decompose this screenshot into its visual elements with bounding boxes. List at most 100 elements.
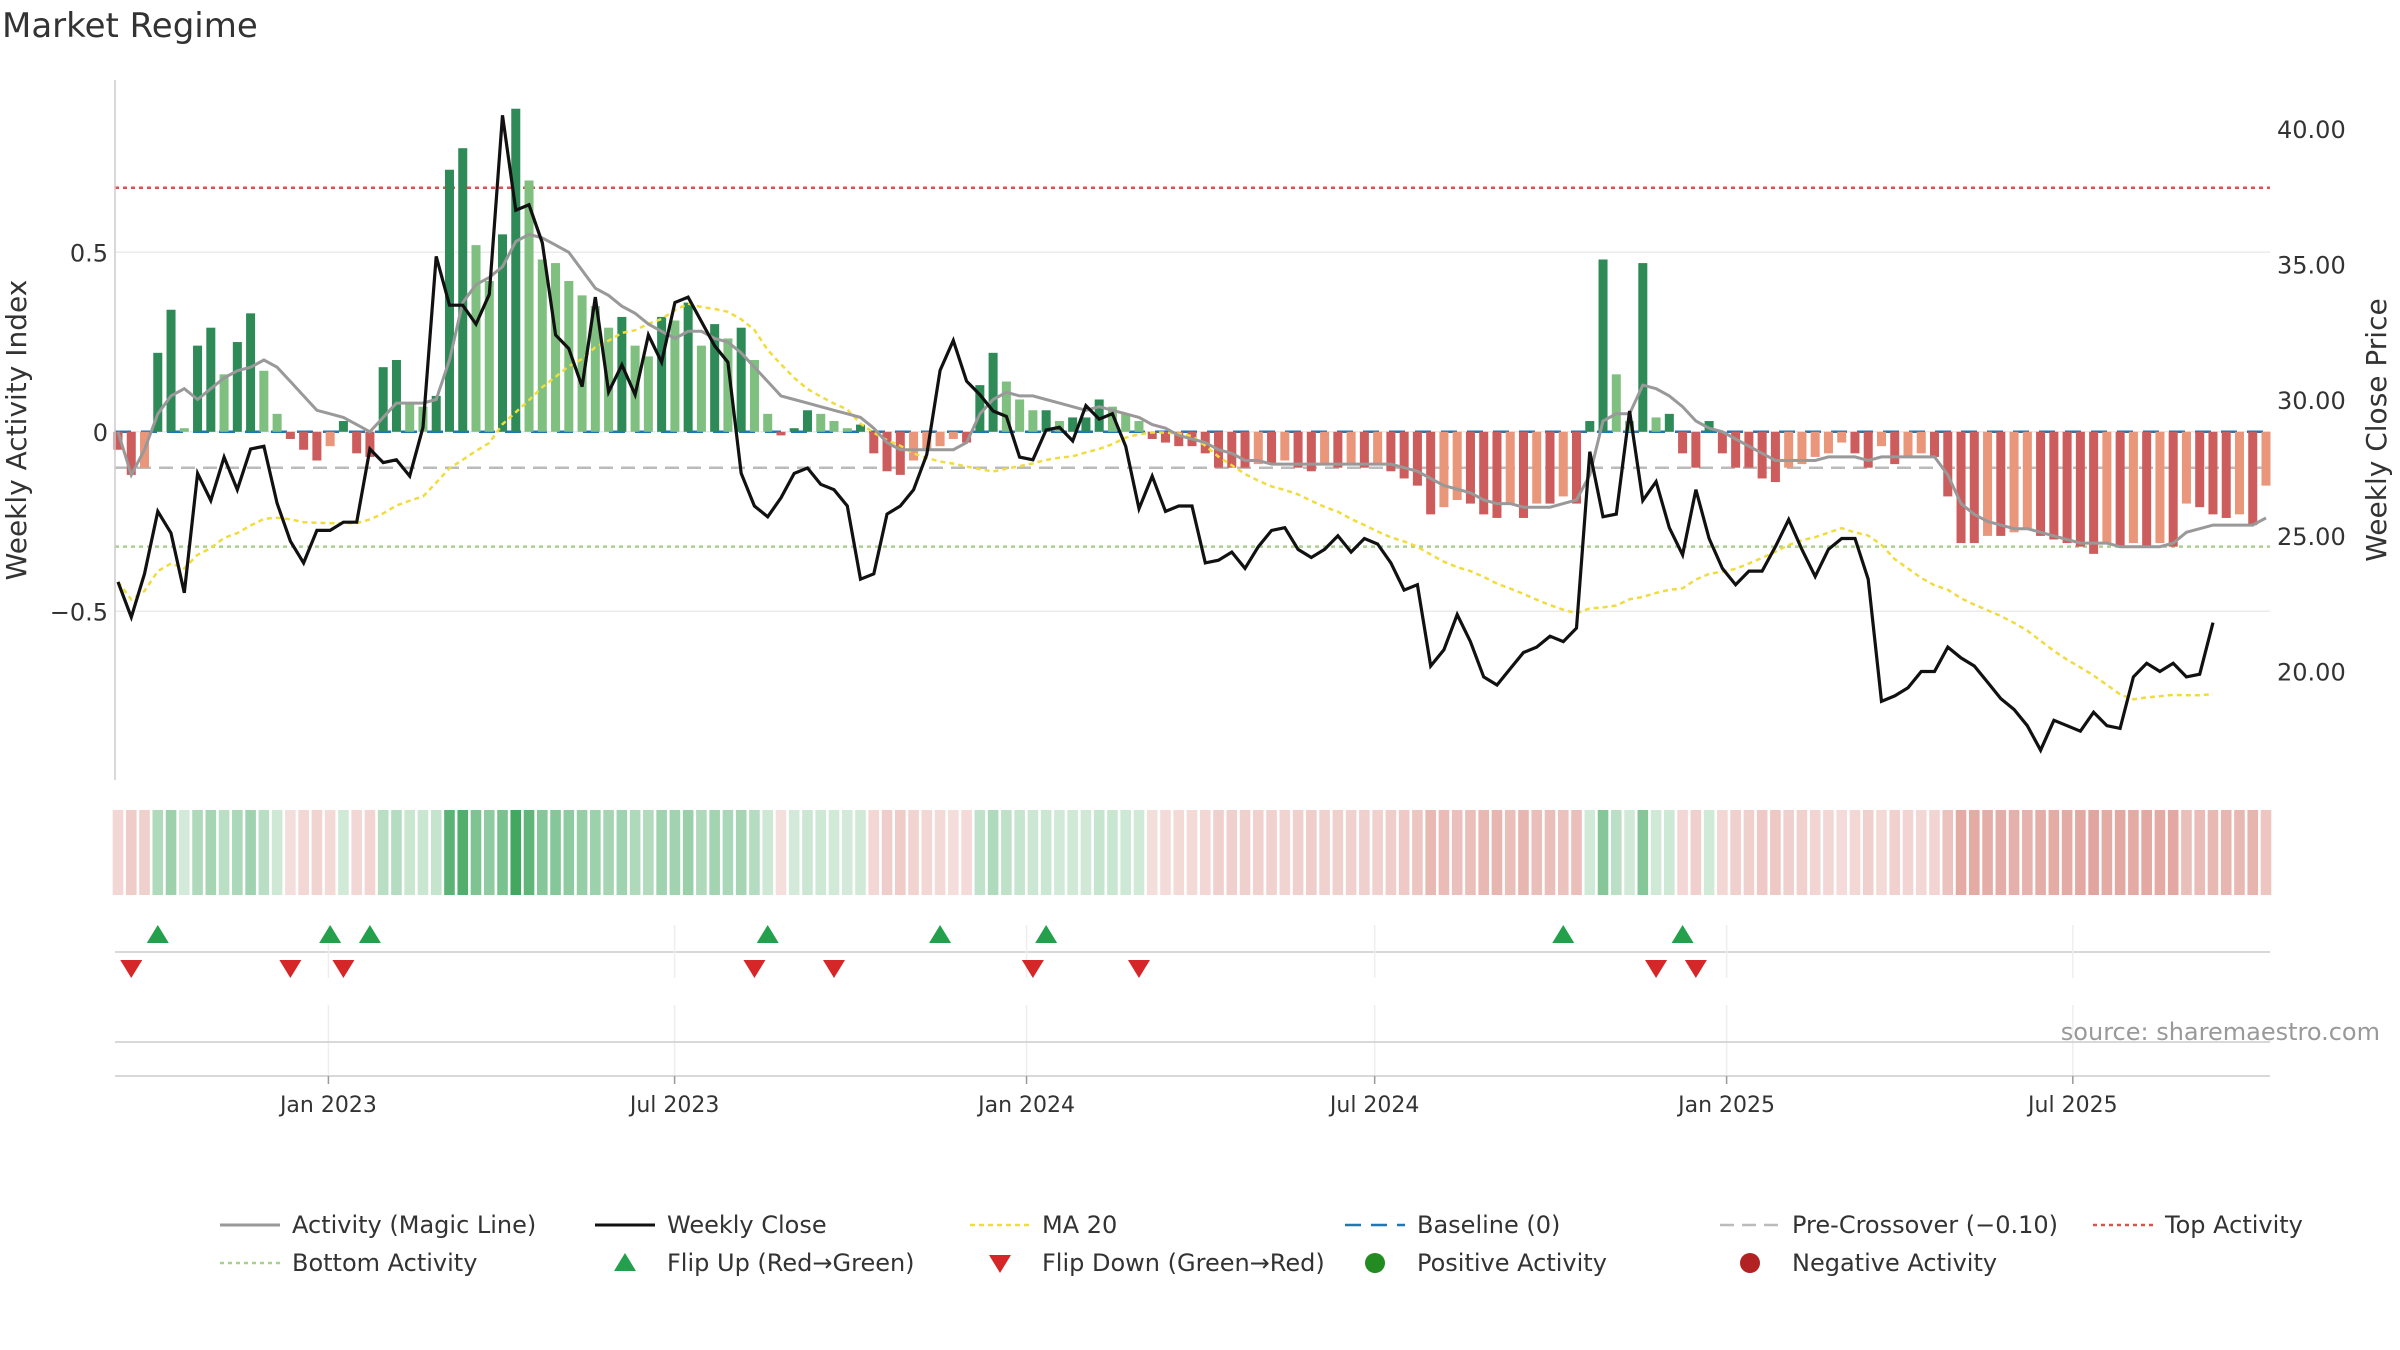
activity-bar: [988, 352, 998, 432]
regime-strip-cell: [2088, 810, 2099, 895]
regime-strip-cell: [351, 810, 362, 895]
activity-bars: [113, 108, 2271, 554]
regime-strip-cell: [2141, 810, 2152, 895]
regime-strip-cell: [1637, 810, 1649, 895]
regime-strip-cell: [656, 810, 667, 895]
regime-strip-cell: [1093, 810, 1105, 895]
regime-strip-cell: [1823, 810, 1834, 895]
activity-bar: [431, 395, 441, 432]
activity-bar: [1983, 431, 1993, 536]
regime-strip-cell: [2194, 810, 2206, 895]
left-tick-label: 0.5: [70, 239, 108, 267]
regime-strip-cell: [1902, 810, 1914, 895]
left-tick-label: 0: [93, 419, 108, 447]
activity-bar: [1863, 431, 1873, 468]
activity-bar: [166, 309, 176, 432]
activity-bar: [113, 431, 123, 450]
activity-bar: [670, 320, 680, 432]
activity-bar: [1717, 431, 1727, 454]
regime-strip-cell: [1014, 810, 1025, 895]
regime-strip-cell: [192, 810, 203, 895]
regime-strip-cell: [1173, 810, 1185, 895]
activity-bar: [1399, 431, 1409, 479]
regime-strip-cell: [377, 810, 389, 895]
activity-bar: [1492, 431, 1502, 518]
x-tick-label: Jan 2023: [278, 1093, 377, 1118]
regime-strip-cell: [1306, 810, 1317, 895]
regime-strip-cell: [391, 810, 402, 895]
regime-strip-cell: [1703, 810, 1715, 895]
regime-strip-cell: [1332, 810, 1344, 895]
activity-bar: [1651, 417, 1661, 432]
activity-bar: [2128, 431, 2138, 544]
source-label: source: sharemaestro.com: [2061, 1018, 2380, 1046]
x-tick-label: Jul 2023: [628, 1093, 720, 1118]
activity-bar: [1532, 431, 1542, 504]
legend-swatch: [1740, 1253, 1760, 1273]
activity-bar: [802, 410, 812, 432]
regime-strip-cell: [2167, 810, 2179, 895]
regime-strip-cell: [1968, 810, 1980, 895]
regime-strip-cell: [1266, 810, 1277, 895]
activity-bar: [710, 324, 720, 432]
activity-bar: [2181, 431, 2191, 504]
legend-label: Bottom Activity: [292, 1249, 477, 1277]
activity-bar: [1094, 399, 1104, 432]
flip-down-marker: [823, 960, 845, 978]
regime-strip-cell: [1438, 810, 1450, 895]
activity-bar: [2248, 431, 2258, 526]
activity-bar: [1943, 431, 1953, 497]
activity-bar: [1585, 421, 1595, 432]
activity-bar: [1784, 431, 1794, 468]
regime-strip-cell: [1955, 810, 1967, 895]
regime-strip-cell: [457, 810, 469, 895]
regime-strip-cell: [1160, 810, 1171, 895]
activity-bar: [935, 431, 945, 447]
regime-strip-cell: [470, 810, 482, 895]
activity-bar: [1757, 431, 1767, 479]
regime-strip-cell: [709, 810, 720, 895]
activity-bar: [590, 306, 600, 432]
ma20-line: [117, 302, 2214, 701]
activity-bar: [1969, 431, 1979, 544]
regime-strip-cell: [855, 810, 866, 895]
activity-bar: [338, 421, 348, 432]
regime-strip-cell: [934, 810, 946, 895]
activity-bar: [524, 180, 534, 432]
activity-bar: [1823, 431, 1833, 454]
regime-strip-cell: [1425, 810, 1436, 895]
activity-bar: [1704, 421, 1714, 432]
regime-strip-cell: [245, 810, 256, 895]
regime-strip-cell: [1915, 810, 1927, 895]
regime-strip-cell: [1319, 810, 1330, 895]
activity-bar: [391, 360, 401, 432]
right-tick-label: 40.00: [2277, 116, 2346, 144]
regime-strip-cell: [1730, 810, 1741, 895]
regime-strip-cell: [1040, 810, 1052, 895]
regime-strip-cell: [1518, 810, 1529, 895]
activity-bar: [1956, 431, 1966, 544]
activity-bar: [1386, 431, 1396, 472]
activity-bar: [1346, 431, 1356, 465]
activity-bar: [1121, 413, 1131, 432]
flip-down-marker: [332, 960, 355, 978]
legend-label: MA 20: [1042, 1211, 1117, 1239]
regime-strip-cell: [1292, 810, 1304, 895]
regime-strip-cell: [1186, 810, 1198, 895]
activity-bar: [1081, 417, 1091, 432]
regime-strip-cell: [563, 810, 575, 895]
activity-bar: [1611, 374, 1621, 432]
regime-strip-cell: [2035, 810, 2046, 895]
regime-strip-cell: [2220, 810, 2232, 895]
regime-strip-cell: [1385, 810, 1397, 895]
regime-strip-cell: [1345, 810, 1357, 895]
activity-bar: [498, 234, 508, 432]
regime-strip-cell: [1849, 810, 1861, 895]
activity-bar: [617, 316, 627, 432]
activity-bar: [2221, 431, 2231, 518]
x-axis: Jan 2023 Jul 2023 Jan 2024 Jul 2024 Jan 2025…: [115, 1005, 2270, 1118]
x-tick-label: Jul 2025: [2026, 1093, 2118, 1118]
legend-label: Pre-Crossover (−0.10): [1792, 1211, 2058, 1239]
regime-strip-cell: [629, 810, 641, 895]
activity-bar: [365, 431, 375, 457]
